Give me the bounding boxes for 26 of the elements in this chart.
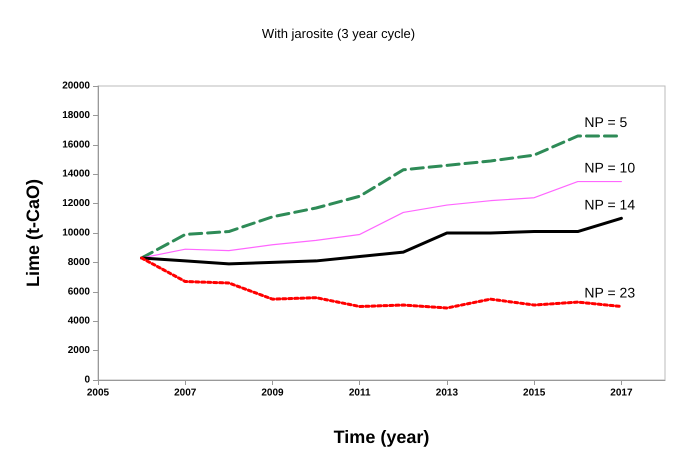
x-tick-label: 2007 [174, 388, 197, 398]
series-label: NP = 5 [584, 114, 628, 130]
series-label: NP = 10 [584, 160, 636, 176]
x-tick-label: 2015 [523, 388, 546, 398]
y-tick-label: 10000 [62, 228, 90, 238]
line-series [140, 216, 623, 266]
y-tick-label: 14000 [62, 168, 90, 180]
x-tick-label: 2005 [86, 388, 110, 398]
y-tick-label: 4000 [68, 316, 90, 327]
x-axis-title: Time (year) [334, 427, 430, 447]
chart-title: With jarosite (3 year cycle) [262, 26, 416, 41]
y-tick-label: 20000 [62, 80, 90, 92]
y-tick-label: 2000 [68, 345, 90, 356]
y-tick-label: 6000 [68, 286, 90, 298]
y-tick-label: 0 [84, 374, 90, 386]
series-label: NP = 23 [584, 284, 636, 300]
series-label: NP = 14 [584, 196, 636, 212]
y-tick-label: 12000 [62, 198, 90, 210]
x-tick-label: 2017 [610, 388, 633, 398]
y-tick-label: 16000 [62, 139, 90, 150]
x-tick-label: 2011 [348, 388, 371, 398]
y-axis-title: Lime (t-CaO) [23, 178, 43, 287]
x-tick-label: 2013 [436, 388, 458, 398]
x-tick-label: 2009 [261, 388, 284, 398]
y-tick-label: 8000 [68, 256, 90, 268]
y-tick-label: 18000 [62, 110, 90, 121]
